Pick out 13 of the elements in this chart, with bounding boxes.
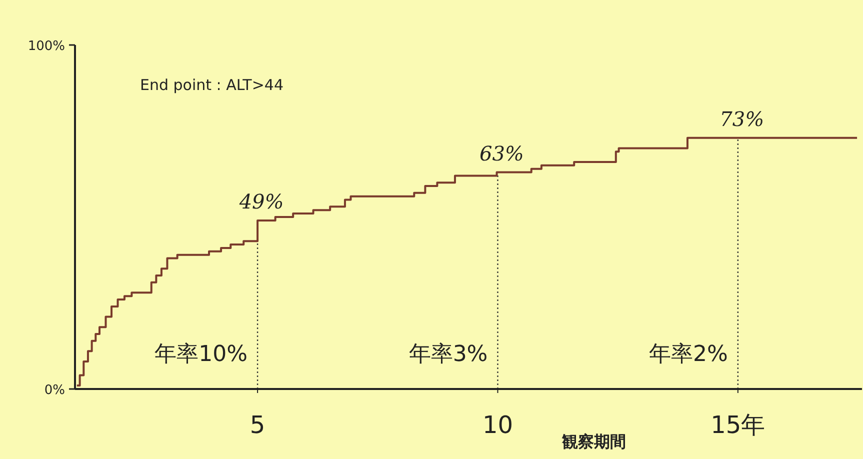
y-tick-label: 0% [44, 383, 65, 398]
annotation: 73% [720, 106, 764, 131]
annotation: 49% [238, 189, 284, 214]
x-tick-label: 5 [250, 411, 266, 439]
annotation: 年率10% [154, 342, 248, 367]
annotation: 年率3% [408, 342, 488, 367]
x-tick-label: 10 [482, 411, 513, 439]
annotation: End point : ALT>44 [140, 76, 284, 94]
x-tick-label: 15年 [710, 411, 766, 439]
annotation: 年率2% [649, 342, 728, 367]
x-axis-title: 観察期間 [560, 432, 626, 451]
annotation: 63% [479, 141, 524, 166]
y-tick-label: 100% [28, 39, 65, 54]
